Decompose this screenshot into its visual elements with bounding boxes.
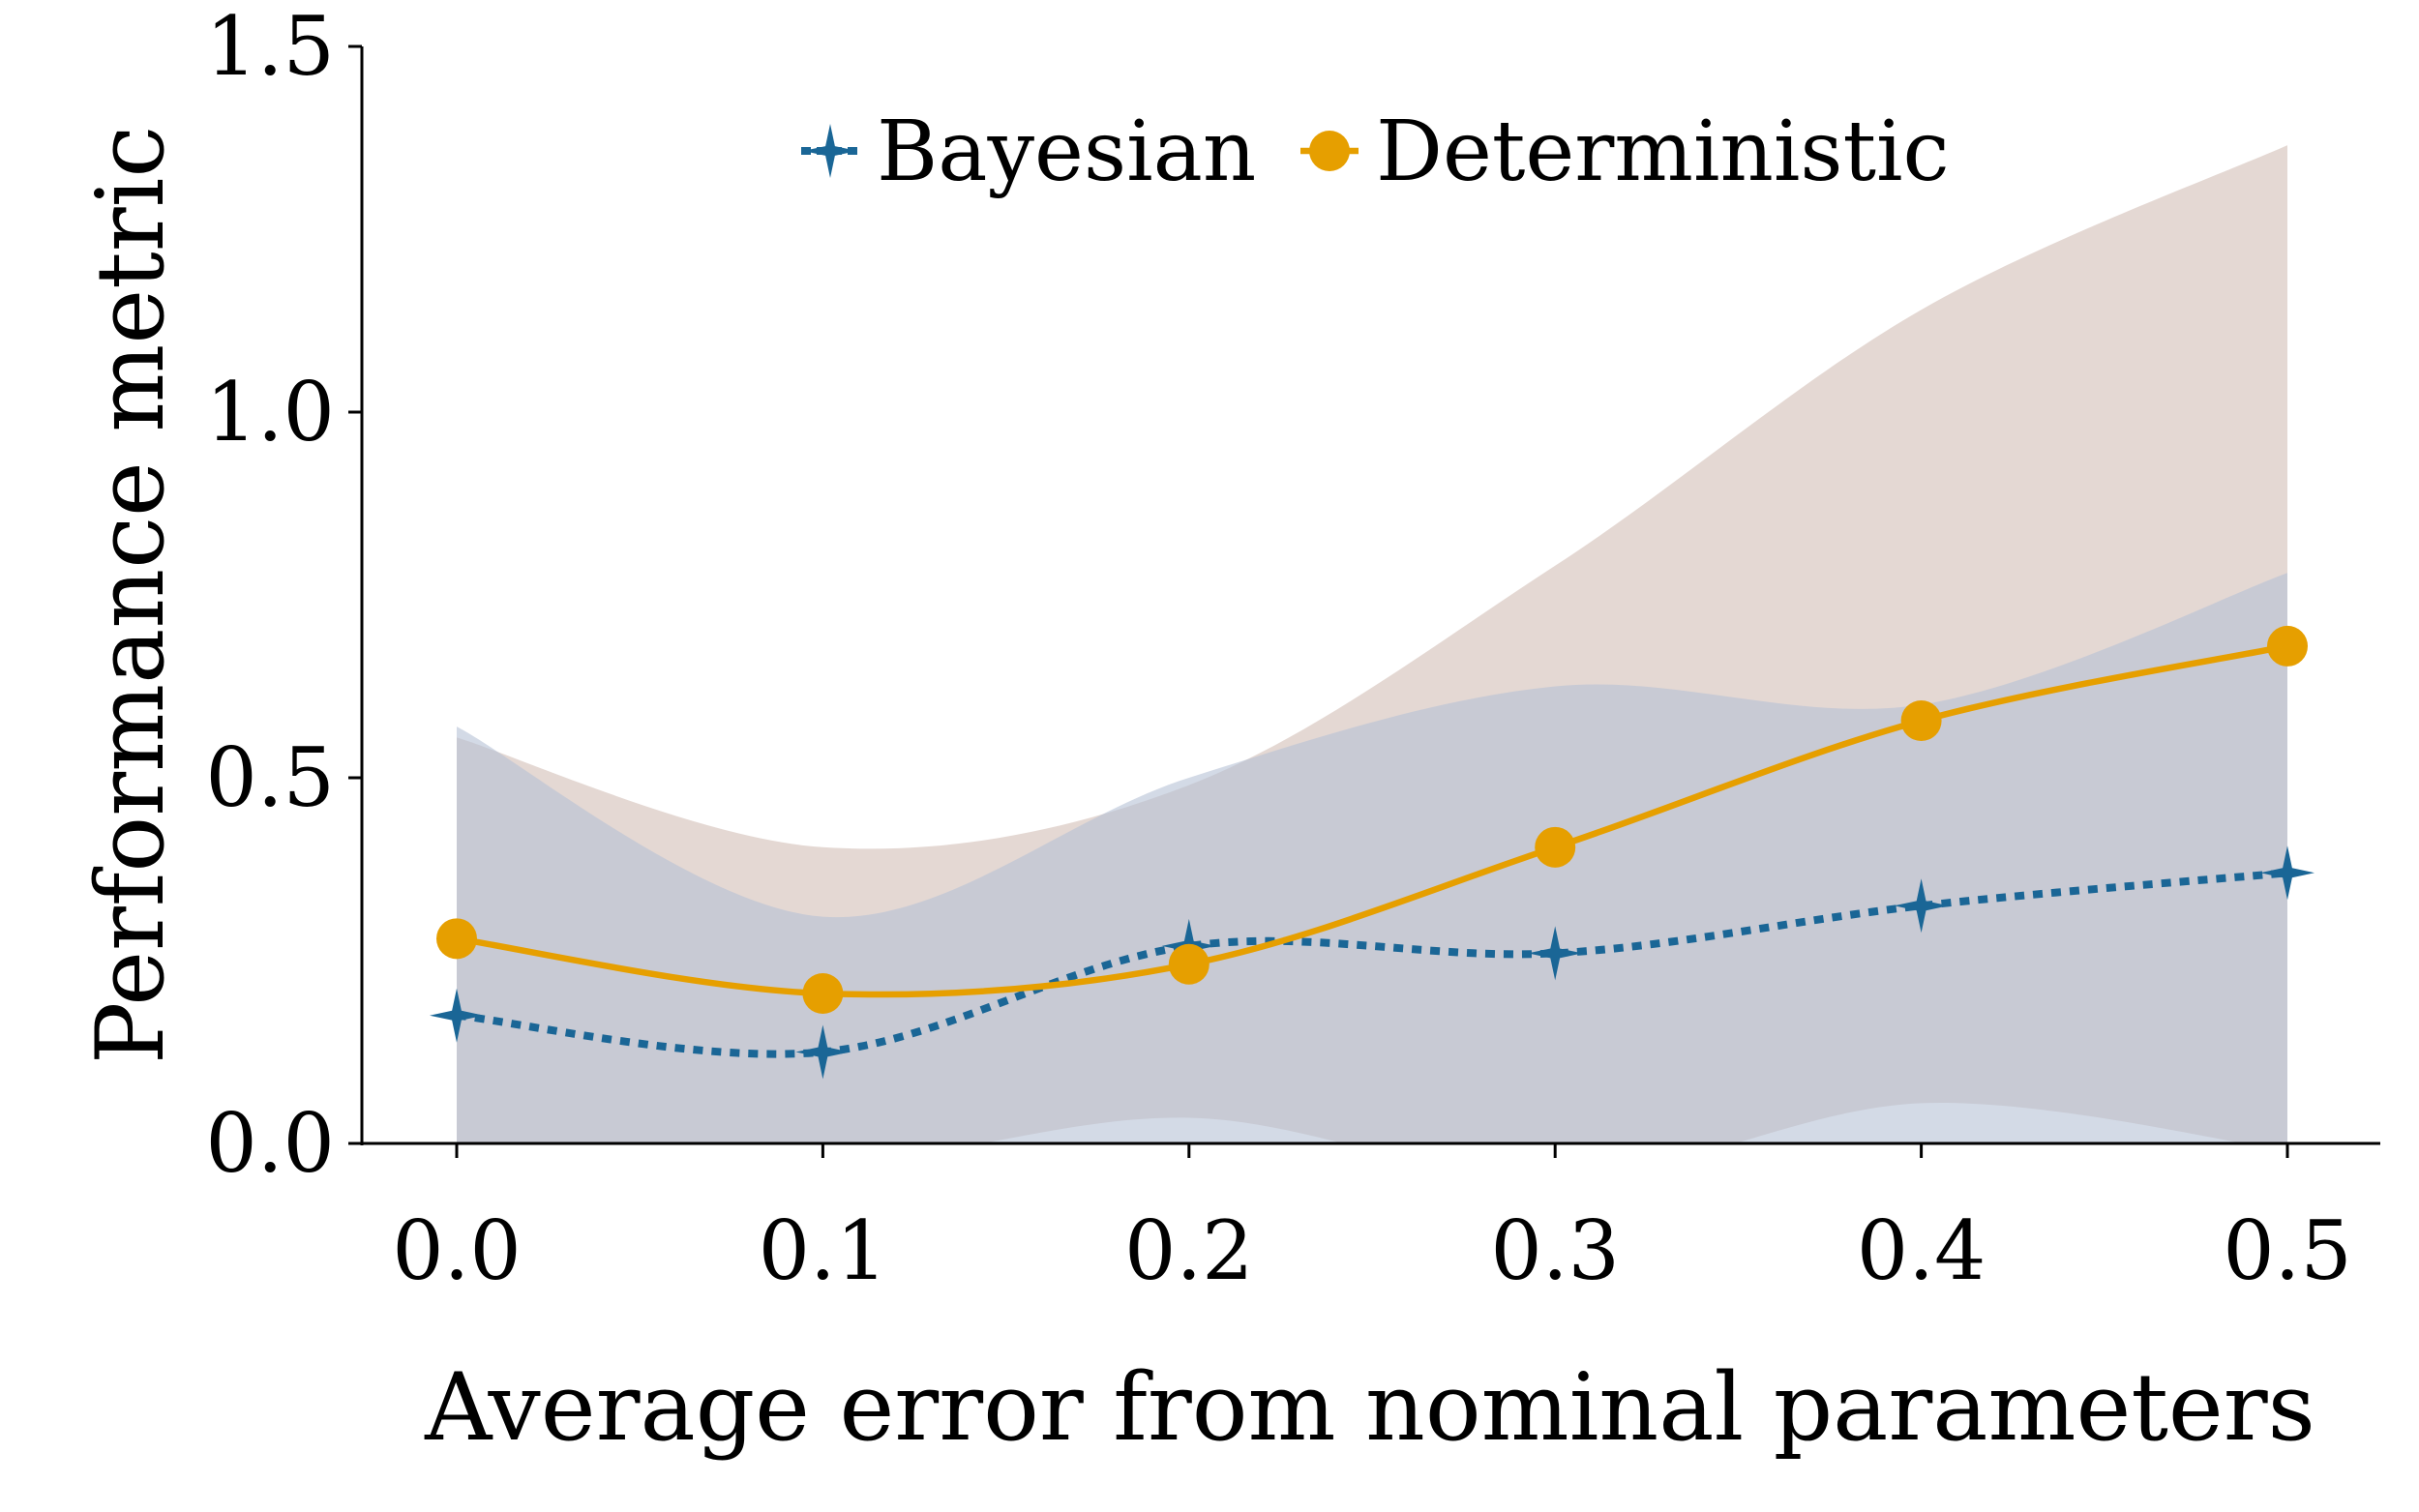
legend-label: Deterministic — [1376, 104, 1950, 200]
x-tick-label: 0.4 — [1857, 1203, 1986, 1298]
legend-item-bayesian: Bayesian — [801, 104, 1256, 200]
legend-label: Bayesian — [877, 104, 1256, 200]
bayesian-line — [456, 869, 2288, 1058]
deterministic-point — [436, 918, 477, 960]
x-tick-label: 0.5 — [2223, 1203, 2352, 1298]
x-tick-label: 0.3 — [1490, 1203, 1620, 1298]
bayesian-point — [430, 988, 484, 1043]
bayesian-point — [1894, 878, 1949, 934]
confidence-bands — [457, 145, 2287, 1143]
deterministic-point — [1535, 826, 1576, 868]
bayesian-point — [2260, 845, 2314, 901]
deterministic-point — [1168, 943, 1210, 985]
y-tick-label: 1.0 — [205, 365, 335, 460]
axes: 0.0 0.5 1.0 1.5 0.0 0.1 0.2 0.3 0.4 0.5 — [205, 0, 2380, 1298]
legend-star-marker — [803, 124, 857, 178]
x-tick-label: 0.2 — [1124, 1203, 1254, 1298]
series-lines — [456, 642, 2288, 1058]
x-tick-label: 0.1 — [759, 1203, 888, 1298]
bayesian-point — [1528, 926, 1583, 981]
legend-item-deterministic: Deterministic — [1300, 104, 1950, 200]
series-markers — [430, 625, 2314, 1080]
bayesian-point — [795, 1024, 851, 1080]
x-axis-label: Average error from nominal parameters — [424, 1353, 2315, 1462]
y-tick-label: 1.5 — [205, 0, 335, 94]
y-tick-label: 0.5 — [205, 730, 335, 825]
plot-area — [456, 145, 2288, 1143]
legend: Bayesian Deterministic — [801, 104, 1950, 200]
deterministic-point — [1900, 700, 1942, 742]
y-axis-label: Performance metric — [76, 126, 185, 1064]
y-tick-label: 0.0 — [205, 1096, 335, 1191]
x-tick-label: 0.0 — [392, 1203, 522, 1298]
bayesian-confidence-band — [457, 573, 2287, 1143]
deterministic-line — [456, 642, 2288, 998]
x-ticks: 0.0 0.1 0.2 0.3 0.4 0.5 — [392, 1143, 2352, 1298]
deterministic-point — [2267, 625, 2308, 667]
y-ticks: 0.0 0.5 1.0 1.5 — [205, 0, 362, 1191]
deterministic-point — [802, 973, 844, 1015]
legend-circle-marker — [1309, 131, 1350, 171]
